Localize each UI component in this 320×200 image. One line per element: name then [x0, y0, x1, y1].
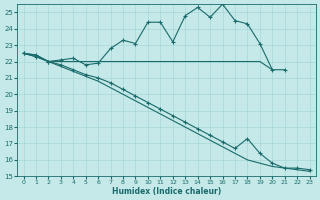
X-axis label: Humidex (Indice chaleur): Humidex (Indice chaleur)	[112, 187, 221, 196]
